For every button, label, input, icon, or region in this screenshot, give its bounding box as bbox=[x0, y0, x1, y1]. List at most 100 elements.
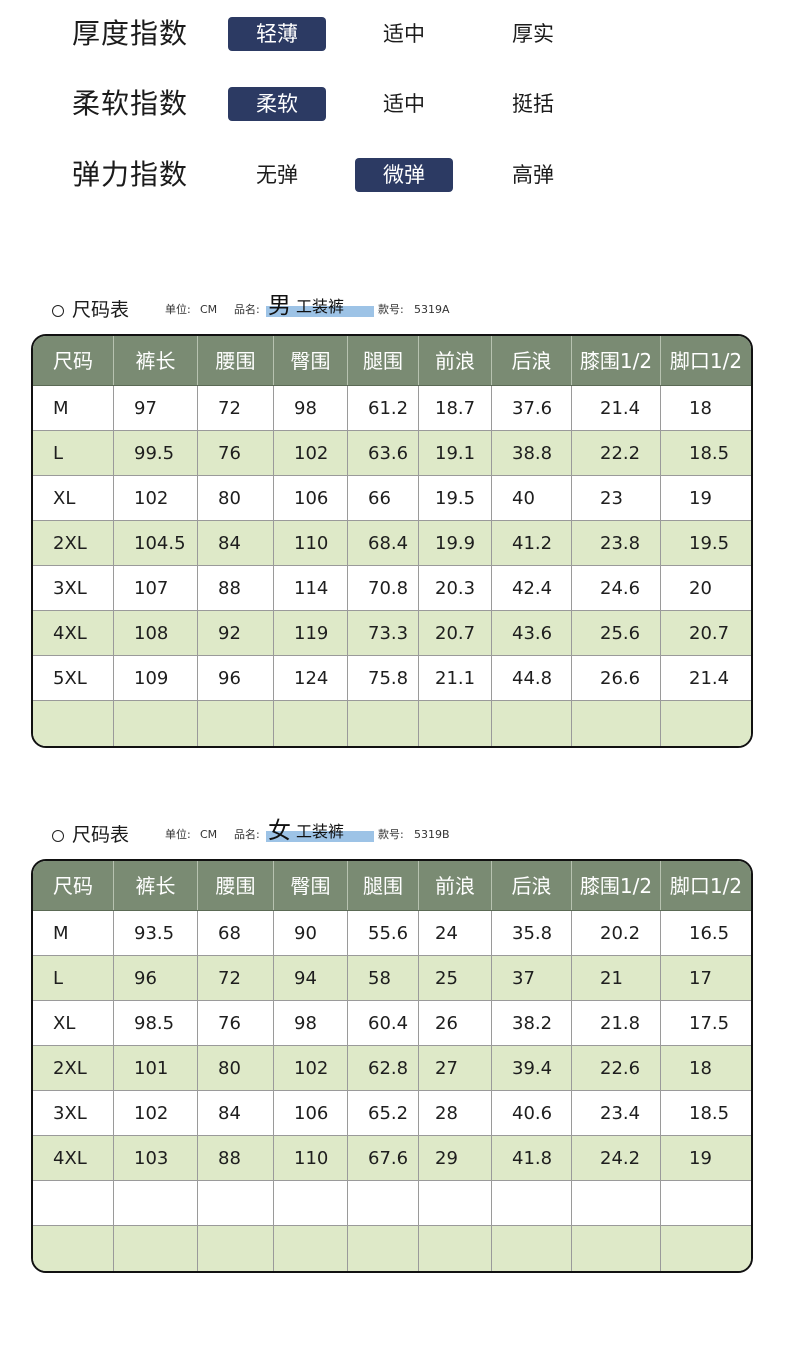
table-cell: 3XL bbox=[33, 1091, 114, 1135]
thickness-index-label: 厚度指数 bbox=[72, 17, 189, 50]
table-cell: 114 bbox=[274, 566, 348, 610]
softness-option-stiff: 挺括 bbox=[512, 92, 554, 116]
table-cell: 18.7 bbox=[419, 386, 492, 430]
table-cell: 98.5 bbox=[114, 1001, 198, 1045]
table-cell bbox=[114, 1181, 198, 1225]
column-header: 裤长 bbox=[114, 861, 198, 910]
table-cell: 20.7 bbox=[419, 611, 492, 655]
table-cell bbox=[274, 1226, 348, 1271]
table-row bbox=[33, 1181, 751, 1226]
table-cell: 103 bbox=[114, 1136, 198, 1180]
table-cell bbox=[492, 701, 572, 746]
table-cell: 58 bbox=[348, 956, 419, 1000]
table-cell bbox=[198, 701, 274, 746]
table-cell: 4XL bbox=[33, 1136, 114, 1180]
table-cell bbox=[348, 1226, 419, 1271]
table-cell: 98 bbox=[274, 386, 348, 430]
thickness-option-medium: 适中 bbox=[383, 22, 425, 46]
table-cell bbox=[419, 1181, 492, 1225]
product-name-value: 工装裤 bbox=[296, 822, 345, 841]
table-cell: 21 bbox=[572, 956, 661, 1000]
column-header: 后浪 bbox=[492, 861, 572, 910]
table-cell: 65.2 bbox=[348, 1091, 419, 1135]
table-cell bbox=[33, 1181, 114, 1225]
table-cell: 26 bbox=[419, 1001, 492, 1045]
table-cell: 98 bbox=[274, 1001, 348, 1045]
table-cell: 102 bbox=[114, 1091, 198, 1135]
table-cell bbox=[572, 1226, 661, 1271]
table-cell: M bbox=[33, 386, 114, 430]
table-row: 4XL 103 88 110 67.6 29 41.8 24.2 19 bbox=[33, 1136, 751, 1181]
elasticity-option-slight: 微弹 bbox=[355, 158, 453, 192]
table-cell bbox=[198, 1226, 274, 1271]
softness-index-row: 柔软指数 柔软 适中 挺括 bbox=[0, 84, 790, 124]
table-cell: 90 bbox=[274, 911, 348, 955]
table-cell: 96 bbox=[114, 956, 198, 1000]
table-cell bbox=[661, 1181, 751, 1225]
softness-index-label: 柔软指数 bbox=[72, 87, 189, 120]
table-cell: 19 bbox=[689, 488, 712, 509]
table-cell: 61.2 bbox=[348, 386, 419, 430]
elasticity-option-high: 高弹 bbox=[512, 163, 554, 187]
style-code-value: 5319A bbox=[414, 303, 450, 316]
thickness-option-thick: 厚实 bbox=[512, 22, 554, 46]
table-cell: 24 bbox=[419, 911, 492, 955]
table-cell: 41.2 bbox=[492, 521, 572, 565]
table-cell: 19.5 bbox=[689, 533, 730, 554]
table-cell: 22.2 bbox=[572, 431, 661, 475]
table-cell: 106 bbox=[274, 476, 348, 520]
table-cell: 97 bbox=[114, 386, 198, 430]
table-cell: 80 bbox=[198, 1046, 274, 1090]
elasticity-index-row: 弹力指数 无弹 微弹 高弹 bbox=[0, 155, 790, 195]
unit-value: CM bbox=[200, 303, 218, 316]
table-cell: 76 bbox=[198, 1001, 274, 1045]
table-cell: 26.6 bbox=[572, 656, 661, 700]
product-name-label: 品名: bbox=[234, 303, 260, 316]
table-cell: 37.6 bbox=[492, 386, 572, 430]
column-header: 腰围 bbox=[198, 336, 274, 385]
column-header: 尺码 bbox=[33, 336, 114, 385]
table-row: 5XL 109 96 124 75.8 21.1 44.8 26.6 21.4 bbox=[33, 656, 751, 701]
womens-size-table: 尺码 裤长 腰围 臀围 腿围 前浪 后浪 膝围1/2 脚口1/2 M 93.5 68 90 55.6 24 3… bbox=[31, 859, 753, 1273]
table-cell: 108 bbox=[114, 611, 198, 655]
table-row: 2XL 101 80 102 62.8 27 39.4 22.6 18 bbox=[33, 1046, 751, 1091]
table-cell: 16.5 bbox=[689, 923, 730, 944]
unit-value: CM bbox=[200, 828, 218, 841]
table-cell: 67.6 bbox=[348, 1136, 419, 1180]
table-cell: 44.8 bbox=[492, 656, 572, 700]
table-cell: 21.1 bbox=[419, 656, 492, 700]
table-cell: 124 bbox=[274, 656, 348, 700]
product-name-value: 工装裤 bbox=[296, 297, 345, 316]
table-cell: 28 bbox=[419, 1091, 492, 1135]
table-cell: 25 bbox=[419, 956, 492, 1000]
table-cell: 110 bbox=[274, 521, 348, 565]
table-cell: 18.5 bbox=[689, 443, 730, 464]
table-cell: 29 bbox=[419, 1136, 492, 1180]
table-row bbox=[33, 701, 751, 746]
table-cell: 72 bbox=[198, 386, 274, 430]
gender-mark: 女 bbox=[268, 818, 291, 844]
table-cell bbox=[492, 1226, 572, 1271]
table-row: 3XL 107 88 114 70.8 20.3 42.4 24.6 20 bbox=[33, 566, 751, 611]
table-cell: 20.2 bbox=[572, 911, 661, 955]
table-cell: 19.5 bbox=[419, 476, 492, 520]
elasticity-index-label: 弹力指数 bbox=[72, 158, 189, 191]
column-header: 腿围 bbox=[348, 861, 419, 910]
table-cell bbox=[348, 1181, 419, 1225]
table-cell bbox=[274, 1181, 348, 1225]
table-cell: 93.5 bbox=[114, 911, 198, 955]
table-cell: 24.2 bbox=[572, 1136, 661, 1180]
softness-option-soft: 柔软 bbox=[228, 87, 326, 121]
column-header: 前浪 bbox=[419, 861, 492, 910]
table-cell: 43.6 bbox=[492, 611, 572, 655]
table-cell: 107 bbox=[114, 566, 198, 610]
table-cell: 55.6 bbox=[348, 911, 419, 955]
column-header: 腰围 bbox=[198, 861, 274, 910]
table-cell: 21.4 bbox=[689, 668, 730, 689]
style-code-value: 5319B bbox=[414, 828, 450, 841]
style-code-label: 款号: bbox=[378, 828, 404, 841]
table-cell: 18 bbox=[689, 1058, 712, 1079]
table-cell: 72 bbox=[198, 956, 274, 1000]
product-name-highlight bbox=[266, 306, 374, 317]
table-cell: 106 bbox=[274, 1091, 348, 1135]
